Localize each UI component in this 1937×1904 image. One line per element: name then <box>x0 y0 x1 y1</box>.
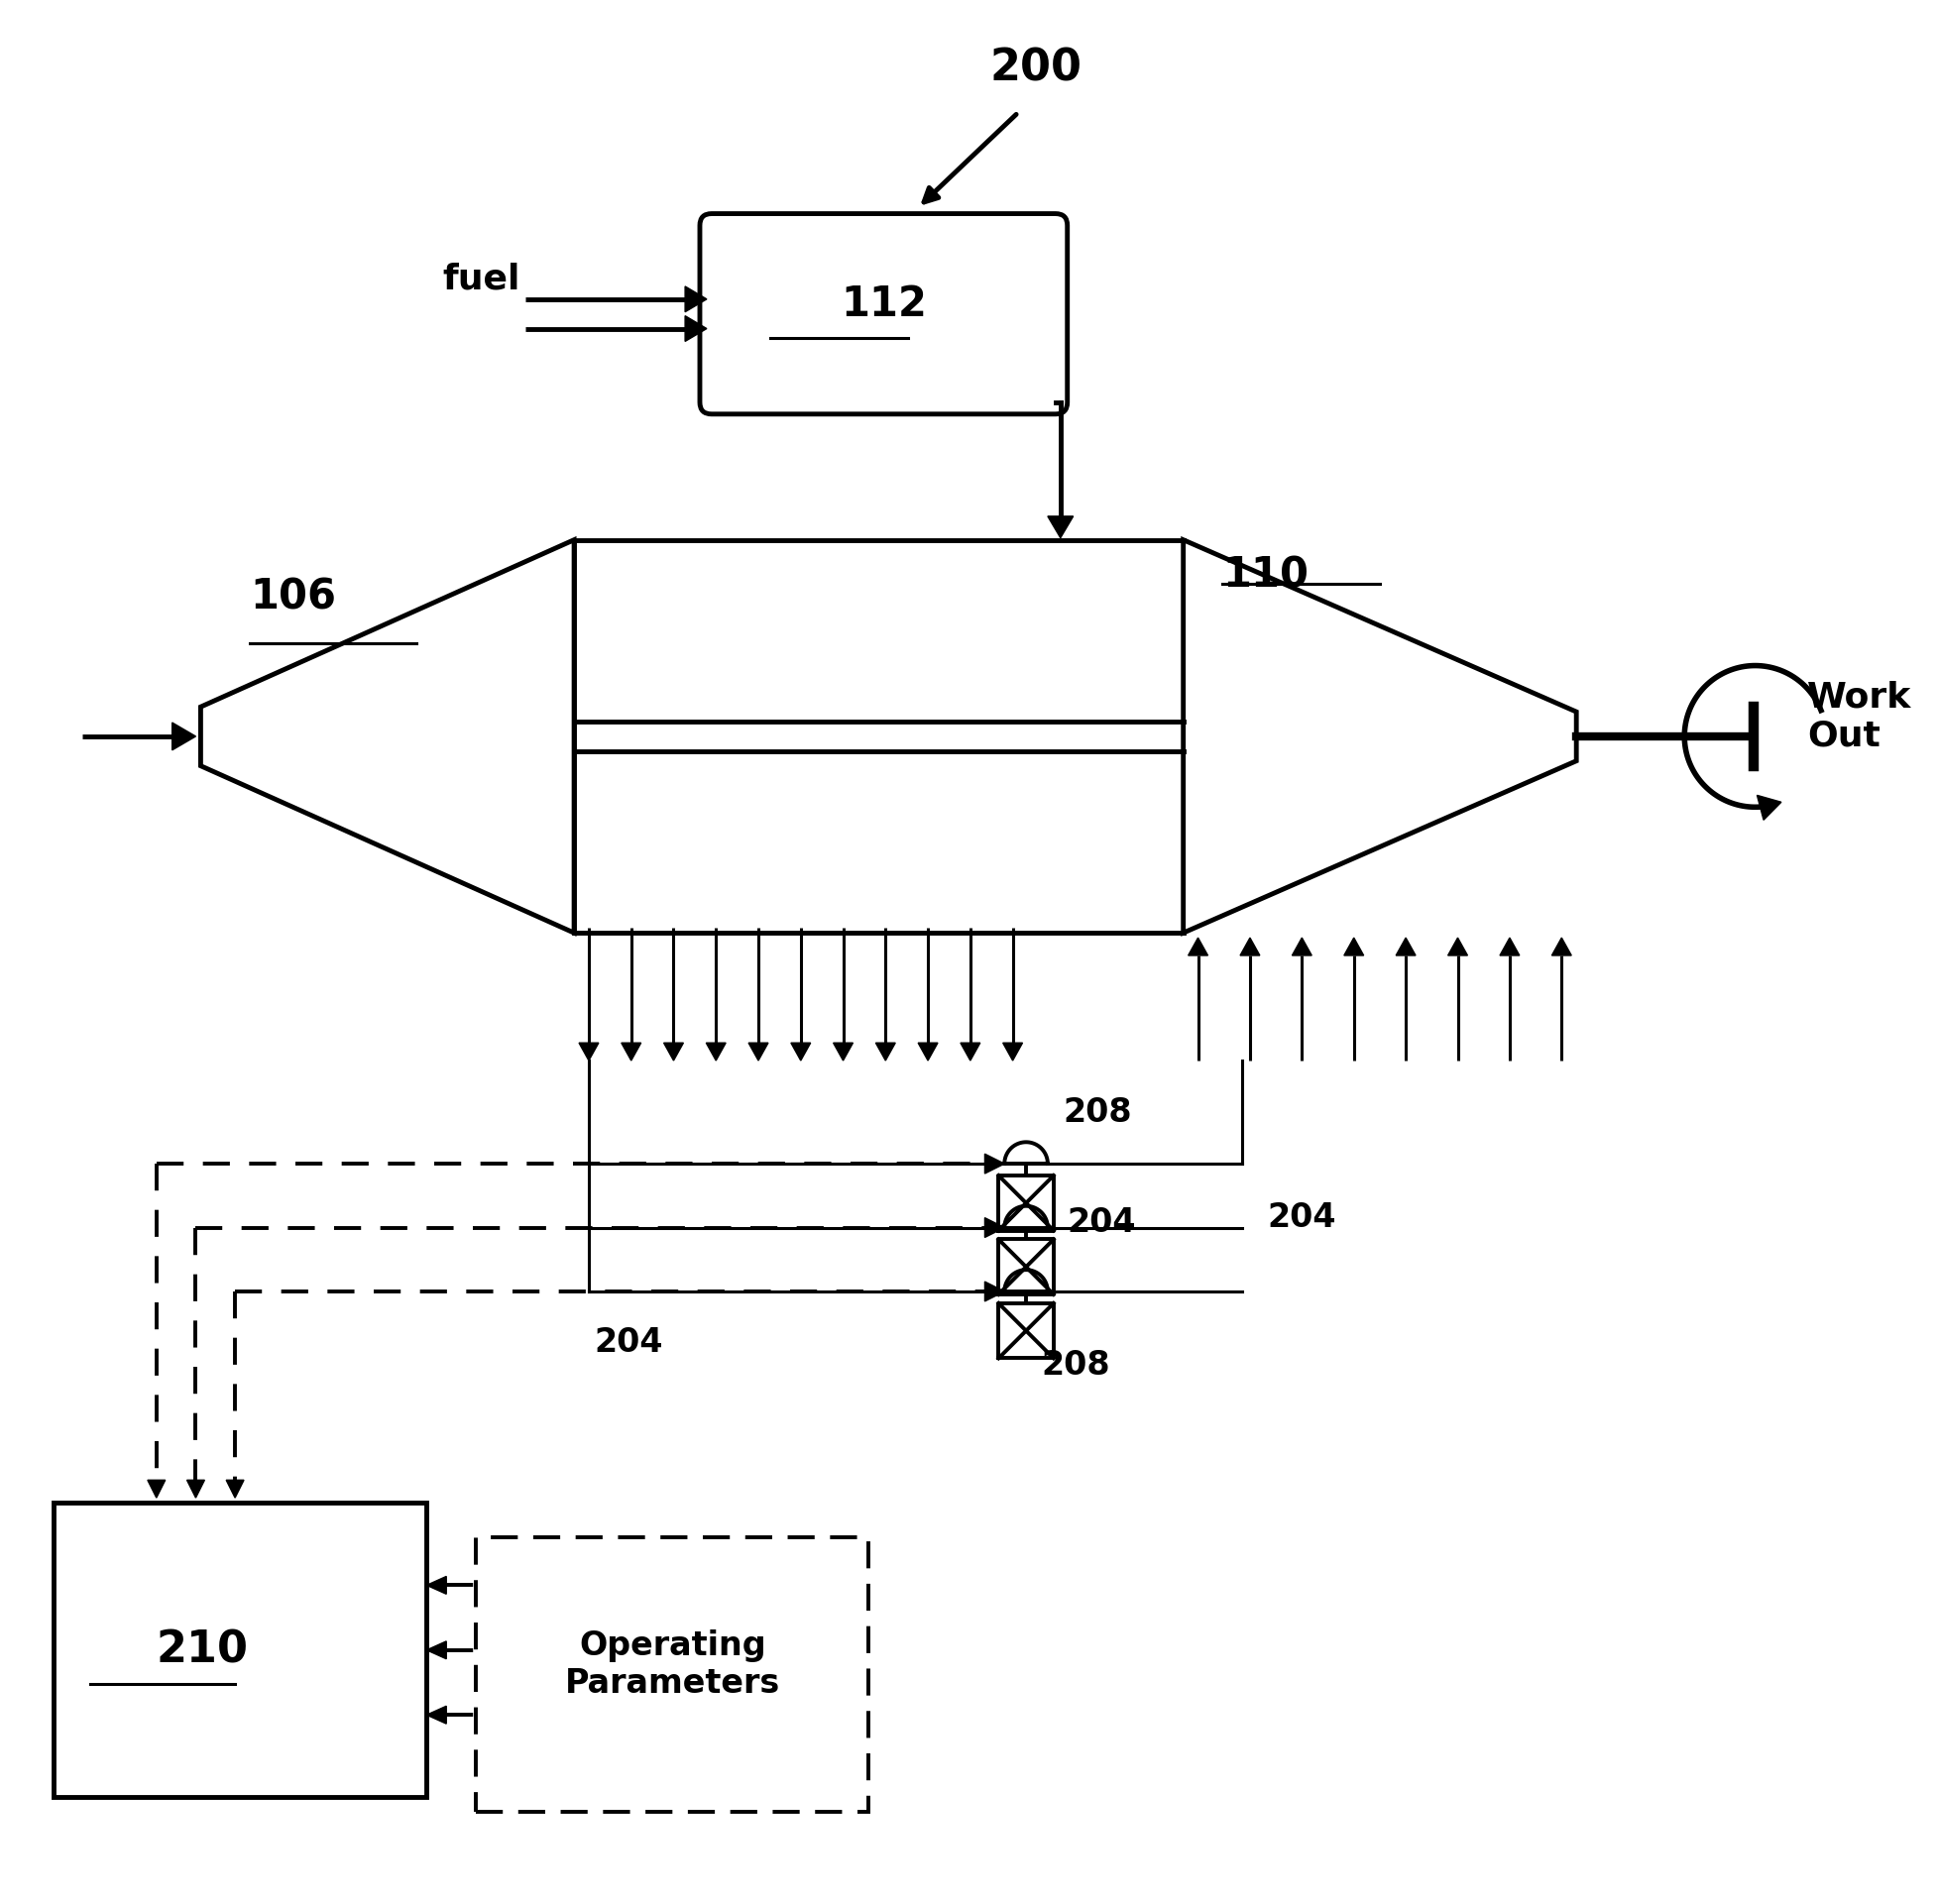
Polygon shape <box>1005 1142 1048 1163</box>
Text: 210: 210 <box>157 1628 248 1672</box>
Bar <box>573 541 1184 933</box>
Polygon shape <box>1344 939 1364 956</box>
Polygon shape <box>1003 1043 1023 1061</box>
Bar <box>477 1537 870 1813</box>
Text: 208: 208 <box>1063 1097 1133 1129</box>
Polygon shape <box>1757 796 1782 821</box>
Polygon shape <box>1048 516 1073 537</box>
Polygon shape <box>999 1175 1054 1230</box>
Polygon shape <box>172 724 196 750</box>
Polygon shape <box>426 1577 446 1594</box>
FancyBboxPatch shape <box>699 213 1067 413</box>
Polygon shape <box>201 541 573 933</box>
Polygon shape <box>1449 939 1468 956</box>
Polygon shape <box>1240 939 1259 956</box>
Polygon shape <box>1397 939 1416 956</box>
Polygon shape <box>664 1043 684 1061</box>
Text: Work
Out: Work Out <box>1807 680 1912 754</box>
Polygon shape <box>186 1479 205 1498</box>
Polygon shape <box>1552 939 1571 956</box>
Polygon shape <box>984 1219 1005 1238</box>
Polygon shape <box>686 316 707 341</box>
Polygon shape <box>1005 1270 1048 1291</box>
Polygon shape <box>1187 939 1209 956</box>
Text: fuel: fuel <box>442 263 519 297</box>
Polygon shape <box>748 1043 769 1061</box>
Polygon shape <box>1184 541 1577 933</box>
Polygon shape <box>622 1043 641 1061</box>
Text: 204: 204 <box>1267 1201 1337 1234</box>
Text: 200: 200 <box>990 48 1083 89</box>
Polygon shape <box>147 1479 165 1498</box>
Polygon shape <box>686 286 707 312</box>
Polygon shape <box>790 1043 810 1061</box>
Polygon shape <box>918 1043 938 1061</box>
Polygon shape <box>426 1641 446 1658</box>
Polygon shape <box>833 1043 852 1061</box>
Polygon shape <box>984 1154 1005 1173</box>
Polygon shape <box>1292 939 1311 956</box>
Text: Operating
Parameters: Operating Parameters <box>566 1630 781 1700</box>
Polygon shape <box>961 1043 980 1061</box>
Polygon shape <box>579 1043 599 1061</box>
Polygon shape <box>876 1043 895 1061</box>
Polygon shape <box>707 1043 726 1061</box>
Polygon shape <box>984 1281 1005 1300</box>
Text: 106: 106 <box>250 577 335 619</box>
Text: 204: 204 <box>595 1327 662 1359</box>
Text: 112: 112 <box>841 284 926 326</box>
Text: 204: 204 <box>1067 1207 1137 1240</box>
Polygon shape <box>999 1240 1054 1295</box>
Bar <box>52 1502 426 1797</box>
Polygon shape <box>999 1302 1054 1358</box>
Text: 208: 208 <box>1040 1348 1110 1382</box>
Text: 110: 110 <box>1222 554 1309 596</box>
Polygon shape <box>1005 1205 1048 1228</box>
Polygon shape <box>426 1706 446 1723</box>
Polygon shape <box>227 1479 244 1498</box>
Polygon shape <box>1499 939 1519 956</box>
FancyArrowPatch shape <box>924 114 1017 202</box>
